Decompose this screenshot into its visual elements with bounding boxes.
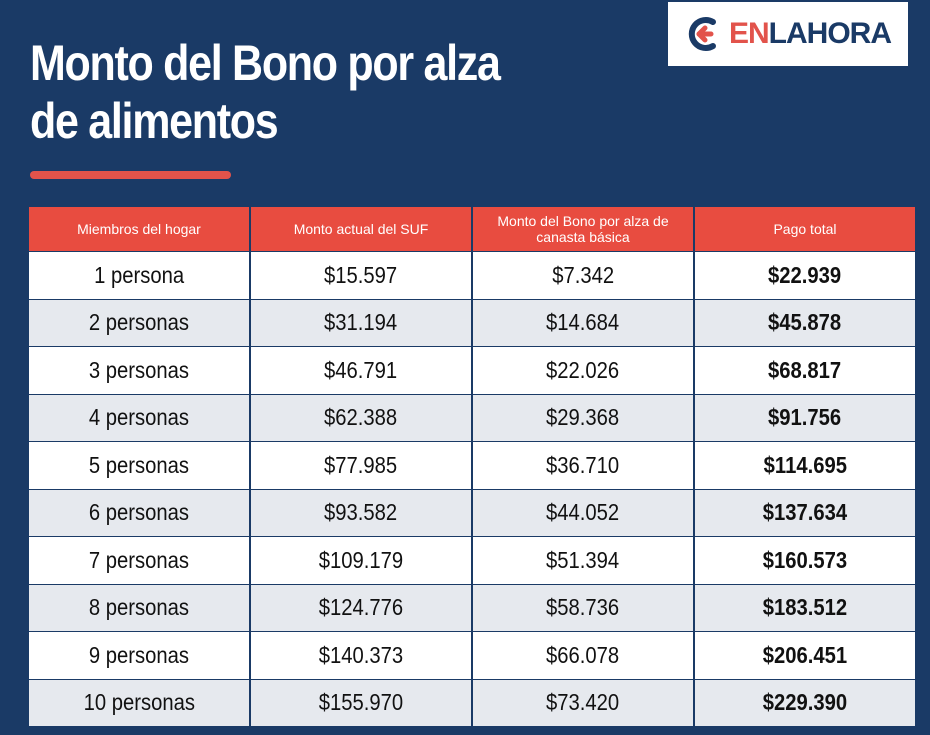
- column-header-monto-bono: Monto del Bono por alza de canasta básic…: [473, 207, 693, 251]
- cell-miembros: 7 personas: [29, 537, 249, 584]
- cell-pago-total: $45.878: [695, 299, 915, 346]
- cell-pago-total: $114.695: [695, 442, 915, 489]
- table-row: 9 personas $140.373 $66.078 $206.451: [29, 632, 915, 679]
- cell-pago-total: $160.573: [695, 537, 915, 584]
- enlahora-logo: ENLAHORA: [668, 2, 908, 66]
- cell-monto-bono: $58.736: [473, 584, 693, 631]
- table-row: 4 personas $62.388 $29.368 $91.756: [29, 394, 915, 441]
- cell-miembros: 8 personas: [29, 584, 249, 631]
- page-title-line-2: de alimentos: [30, 93, 279, 149]
- cell-monto-suf: $31.194: [251, 299, 471, 346]
- cell-miembros: 1 persona: [29, 252, 249, 299]
- table-row: 3 personas $46.791 $22.026 $68.817: [29, 347, 915, 394]
- cell-monto-suf: $15.597: [251, 252, 471, 299]
- cell-monto-suf: $77.985: [251, 442, 471, 489]
- cell-miembros: 3 personas: [29, 347, 249, 394]
- column-header-miembros: Miembros del hogar: [29, 207, 249, 251]
- cell-monto-bono: $36.710: [473, 442, 693, 489]
- cell-miembros: 2 personas: [29, 299, 249, 346]
- cell-monto-bono: $14.684: [473, 299, 693, 346]
- cell-pago-total: $206.451: [695, 632, 915, 679]
- table-row: 10 personas $155.970 $73.420 $229.390: [29, 679, 915, 726]
- cell-monto-suf: $124.776: [251, 584, 471, 631]
- cell-pago-total: $22.939: [695, 252, 915, 299]
- logo-text-lahora: LAHORA: [768, 17, 892, 50]
- table-row: 5 personas $77.985 $36.710 $114.695: [29, 442, 915, 489]
- cell-pago-total: $91.756: [695, 394, 915, 441]
- cell-monto-bono: $44.052: [473, 489, 693, 536]
- table-row: 2 personas $31.194 $14.684 $45.878: [29, 299, 915, 346]
- cell-miembros: 5 personas: [29, 442, 249, 489]
- cell-monto-suf: $140.373: [251, 632, 471, 679]
- column-header-monto-suf: Monto actual del SUF: [251, 207, 471, 251]
- cell-pago-total: $68.817: [695, 347, 915, 394]
- cell-monto-suf: $62.388: [251, 394, 471, 441]
- cell-monto-bono: $51.394: [473, 537, 693, 584]
- page-title-line-1: Monto del Bono por alza: [30, 35, 501, 91]
- cell-pago-total: $183.512: [695, 584, 915, 631]
- table-row: 8 personas $124.776 $58.736 $183.512: [29, 584, 915, 631]
- cell-miembros: 9 personas: [29, 632, 249, 679]
- page-title: Monto del Bono por alza de alimentos: [30, 34, 563, 150]
- cell-monto-suf: $93.582: [251, 489, 471, 536]
- cell-monto-bono: $66.078: [473, 632, 693, 679]
- cell-miembros: 10 personas: [29, 679, 249, 726]
- table-header-row: Miembros del hogar Monto actual del SUF …: [29, 207, 915, 251]
- cell-monto-bono: $29.368: [473, 394, 693, 441]
- logo-text: ENLAHORA: [728, 17, 892, 51]
- title-underline: [30, 171, 231, 179]
- cell-monto-suf: $109.179: [251, 537, 471, 584]
- cell-pago-total: $229.390: [695, 679, 915, 726]
- table-row: 7 personas $109.179 $51.394 $160.573: [29, 537, 915, 584]
- cell-monto-suf: $155.970: [251, 679, 471, 726]
- cell-miembros: 4 personas: [29, 394, 249, 441]
- column-header-pago-total: Pago total: [695, 207, 915, 251]
- table-row: 1 persona $15.597 $7.342 $22.939: [29, 252, 915, 299]
- cell-pago-total: $137.634: [695, 489, 915, 536]
- cell-miembros: 6 personas: [29, 489, 249, 536]
- cell-monto-bono: $73.420: [473, 679, 693, 726]
- table-row: 6 personas $93.582 $44.052 $137.634: [29, 489, 915, 536]
- cell-monto-bono: $22.026: [473, 347, 693, 394]
- cell-monto-bono: $7.342: [473, 252, 693, 299]
- cell-monto-suf: $46.791: [251, 347, 471, 394]
- enlahora-arrow-logo-icon: [688, 17, 716, 51]
- bono-table: Miembros del hogar Monto actual del SUF …: [27, 206, 917, 727]
- logo-text-en: EN: [728, 17, 770, 50]
